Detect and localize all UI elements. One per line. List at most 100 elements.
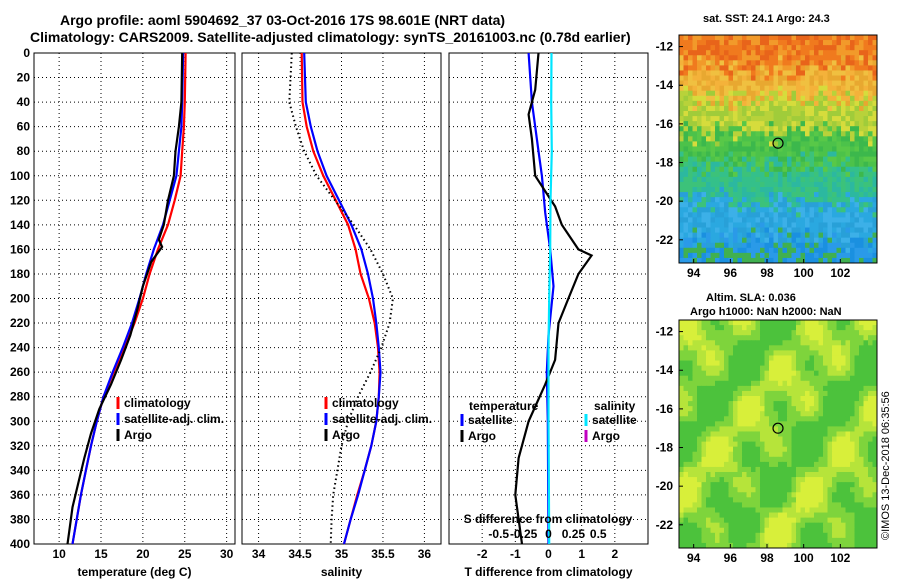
map-cell — [769, 171, 774, 178]
map-cell — [872, 385, 878, 392]
map-cell — [710, 325, 716, 331]
map-cell — [737, 487, 743, 493]
map-cell — [737, 350, 743, 356]
map-cell — [850, 166, 855, 173]
map-cell — [706, 65, 711, 71]
map-cell — [715, 502, 720, 508]
map-cell — [760, 335, 765, 341]
map-cell — [818, 65, 824, 71]
map-cell — [868, 40, 873, 46]
map-cell — [809, 121, 815, 127]
map-cell — [688, 55, 693, 61]
map-cell — [787, 456, 792, 463]
map-cell — [701, 375, 707, 382]
map-cell — [724, 431, 729, 437]
map-cell — [715, 461, 720, 468]
map-cell — [697, 227, 702, 233]
map-cell — [683, 461, 689, 468]
map-cell — [773, 85, 779, 92]
map-cell — [683, 335, 689, 341]
map-cell — [715, 360, 720, 366]
map-cell — [688, 512, 693, 518]
map-cell — [760, 227, 765, 233]
map-cell — [679, 325, 684, 331]
map-cell — [773, 181, 779, 188]
map-cell — [805, 111, 810, 117]
map-cell — [769, 146, 774, 152]
map-cell — [764, 330, 770, 336]
map-cell — [683, 390, 689, 397]
map-cell — [868, 390, 873, 397]
map-cell — [679, 335, 684, 341]
map-cell — [697, 212, 702, 218]
map-cell — [724, 50, 729, 56]
map-cell — [791, 176, 797, 183]
map-cell — [724, 522, 729, 529]
map-cell — [769, 257, 774, 264]
map-cell — [814, 156, 819, 163]
map-cell — [679, 222, 684, 228]
map-cell — [845, 105, 851, 112]
map-cell — [823, 181, 828, 188]
map-cell — [805, 70, 810, 76]
map-cell — [764, 365, 770, 372]
map-cell — [737, 65, 743, 71]
map-cell — [836, 146, 842, 152]
map-cell — [868, 360, 873, 366]
map-cell — [742, 542, 747, 549]
map-cell — [724, 181, 729, 188]
map-cell — [863, 111, 869, 117]
map-cell — [836, 320, 842, 326]
map-cell — [796, 50, 801, 56]
map-cell — [728, 151, 734, 157]
map-cell — [850, 212, 855, 218]
map-cell — [872, 247, 878, 254]
series-line-salinity-satellite — [547, 52, 553, 545]
map-cell — [715, 431, 720, 437]
map-cell — [827, 370, 833, 377]
map-cell — [791, 497, 797, 503]
map-cell — [737, 370, 743, 377]
map-cell — [850, 517, 855, 524]
map-cell — [760, 390, 765, 397]
map-cell — [814, 227, 819, 233]
map-cell — [841, 411, 846, 417]
map-cell — [710, 161, 716, 168]
map-cell — [679, 70, 684, 76]
map-cell — [836, 472, 842, 478]
map-cell — [827, 340, 833, 346]
map-cell — [719, 45, 725, 51]
map-cell — [854, 385, 860, 392]
map-cell — [692, 335, 698, 341]
map-cell — [823, 502, 828, 508]
map-cell — [836, 426, 842, 432]
map-cell — [814, 512, 819, 518]
map-cell — [823, 161, 828, 168]
map-cell — [809, 156, 815, 163]
y-tick-label: 0 — [23, 46, 30, 60]
map-cell — [769, 461, 774, 468]
map-cell — [836, 65, 842, 71]
map-cell — [872, 116, 878, 122]
map-cell — [778, 60, 783, 66]
map-cell — [872, 65, 878, 71]
map-cell — [787, 111, 792, 117]
map-cell — [697, 436, 702, 442]
map-cell — [692, 461, 698, 468]
map-cell — [809, 375, 815, 382]
map-cell — [737, 181, 743, 188]
map-cell — [751, 105, 756, 112]
map-cell — [791, 136, 797, 142]
map-cell — [773, 406, 779, 412]
map-cell — [733, 176, 738, 183]
map-cell — [863, 171, 869, 178]
map-cell — [769, 517, 774, 524]
map-cell — [679, 542, 684, 549]
map-cell — [719, 436, 725, 442]
map-cell — [742, 161, 747, 168]
map-cell — [823, 192, 828, 198]
map-cell — [868, 385, 873, 392]
map-cell — [737, 232, 743, 239]
map-cell — [683, 85, 689, 92]
map-cell — [800, 202, 806, 208]
